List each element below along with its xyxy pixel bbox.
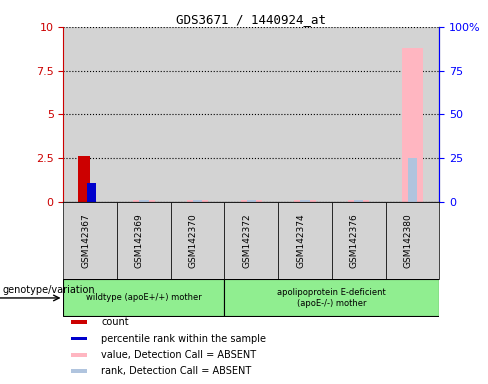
Text: GSM142372: GSM142372 bbox=[243, 213, 251, 268]
Text: genotype/variation: genotype/variation bbox=[2, 285, 95, 295]
Text: GSM142380: GSM142380 bbox=[404, 213, 412, 268]
Bar bbox=[117, 27, 171, 202]
FancyBboxPatch shape bbox=[63, 280, 224, 316]
Bar bbox=[407, 158, 417, 202]
Bar bbox=[87, 182, 96, 202]
Bar bbox=[63, 27, 117, 202]
FancyBboxPatch shape bbox=[63, 202, 117, 279]
Bar bbox=[224, 27, 278, 202]
Bar bbox=[300, 200, 310, 202]
Bar bbox=[402, 48, 423, 202]
Bar bbox=[139, 200, 149, 202]
Text: GSM142376: GSM142376 bbox=[350, 213, 359, 268]
Text: percentile rank within the sample: percentile rank within the sample bbox=[101, 334, 266, 344]
Bar bbox=[246, 200, 256, 202]
Bar bbox=[193, 200, 203, 202]
Bar bbox=[278, 27, 332, 202]
Bar bbox=[133, 200, 155, 202]
Text: apolipoprotein E-deficient
(apoE-/-) mother: apolipoprotein E-deficient (apoE-/-) mot… bbox=[278, 288, 386, 308]
Title: GDS3671 / 1440924_at: GDS3671 / 1440924_at bbox=[176, 13, 326, 26]
Bar bbox=[354, 200, 364, 202]
Bar bbox=[348, 200, 369, 202]
Text: GSM142370: GSM142370 bbox=[189, 213, 198, 268]
Text: wildtype (apoE+/+) mother: wildtype (apoE+/+) mother bbox=[86, 293, 202, 303]
FancyBboxPatch shape bbox=[224, 280, 439, 316]
FancyBboxPatch shape bbox=[278, 202, 332, 279]
FancyBboxPatch shape bbox=[224, 202, 278, 279]
Bar bbox=[241, 200, 262, 202]
Bar bbox=[71, 337, 87, 341]
Text: GSM142369: GSM142369 bbox=[135, 213, 144, 268]
Text: value, Detection Call = ABSENT: value, Detection Call = ABSENT bbox=[101, 350, 256, 360]
Text: GSM142374: GSM142374 bbox=[296, 213, 305, 268]
Text: rank, Detection Call = ABSENT: rank, Detection Call = ABSENT bbox=[101, 366, 251, 376]
Bar bbox=[294, 200, 316, 202]
Bar bbox=[71, 320, 87, 324]
FancyBboxPatch shape bbox=[332, 202, 386, 279]
Bar bbox=[71, 353, 87, 357]
Text: count: count bbox=[101, 317, 129, 327]
Bar bbox=[78, 156, 90, 202]
Bar bbox=[71, 369, 87, 373]
Bar bbox=[332, 27, 386, 202]
FancyBboxPatch shape bbox=[386, 202, 439, 279]
Bar bbox=[171, 27, 224, 202]
FancyBboxPatch shape bbox=[117, 202, 171, 279]
Bar bbox=[187, 200, 208, 202]
Bar bbox=[386, 27, 439, 202]
Text: GSM142367: GSM142367 bbox=[81, 213, 90, 268]
FancyBboxPatch shape bbox=[171, 202, 224, 279]
